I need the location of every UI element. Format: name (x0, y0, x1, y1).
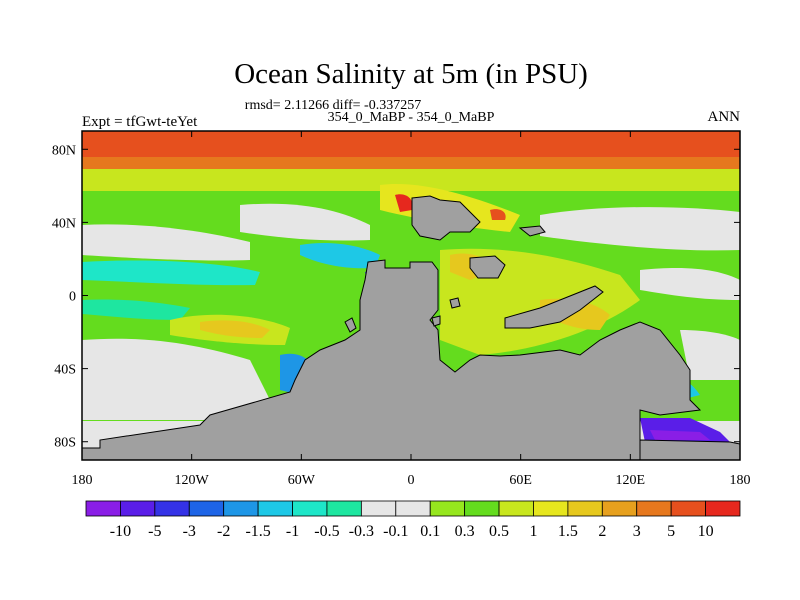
land-north-block (411, 195, 481, 241)
salinity-map (82, 131, 740, 460)
colorbar-label: 0.1 (420, 523, 440, 540)
subtitle-left: Expt = tfGwt-teYet (82, 114, 198, 130)
land-antarctic-east (639, 439, 740, 460)
zone-satl-white (680, 330, 740, 380)
x-tick-label: 60W (288, 473, 316, 488)
zone-cyan-1 (82, 260, 260, 286)
zone-red-north (395, 194, 413, 212)
colorbar-swatch (705, 500, 741, 517)
colorbar-label: 5 (667, 523, 675, 540)
zone-purple-south-4 (650, 430, 710, 440)
x-tick-label: 120W (175, 473, 210, 488)
x-tick-label: 180 (730, 473, 751, 488)
zone-spac-white (82, 338, 270, 420)
zone-red-north-2 (490, 209, 506, 220)
colorbar-label: -0.5 (314, 523, 339, 540)
colorbar-label: 0.5 (489, 523, 509, 540)
land-east-sliver (504, 285, 604, 329)
y-tick-label: 80S (54, 436, 76, 451)
land-pangea-west (82, 259, 702, 460)
zone-npac-white-2 (82, 224, 250, 261)
colorbar-label: -5 (148, 523, 161, 540)
colorbar-swatch (85, 500, 121, 517)
colorbar-label: 1 (529, 523, 537, 540)
colorbar-swatch (498, 500, 534, 517)
colorbar-label: -10 (110, 523, 131, 540)
colorbar-swatch (464, 500, 500, 517)
colorbar-label: 1.5 (558, 523, 578, 540)
colorbar-swatch (567, 500, 603, 517)
land-east-sliver-2 (518, 225, 546, 237)
y-tick-label: 40S (54, 363, 76, 378)
x-tick-label: 120E (616, 473, 646, 488)
stats-line: rmsd= 2.11266 diff= -0.337257 (245, 98, 421, 113)
chart-title: Ocean Salinity at 5m (in PSU) (234, 58, 588, 90)
colorbar-swatch (223, 500, 259, 517)
y-tick-label: 80N (52, 143, 76, 158)
zone-cyan-3 (82, 299, 190, 320)
land (82, 195, 740, 460)
land-west-islet-2 (431, 315, 441, 327)
land-east-sliver-3 (449, 297, 461, 309)
y-tick-label: 0 (69, 290, 76, 305)
colorbar-swatch (395, 500, 431, 517)
colorbar-swatch (188, 500, 225, 517)
colorbar-swatch (429, 500, 466, 517)
colorbar-label: 3 (633, 523, 641, 540)
colorbar-label: -0.1 (383, 523, 408, 540)
colorbar-swatch (533, 500, 569, 517)
y-tick-label: 40N (52, 216, 76, 231)
colorbar-label: -3 (183, 523, 196, 540)
subtitle-right: ANN (708, 109, 741, 125)
zone-natl-white (540, 207, 740, 251)
band-subpolar (82, 169, 740, 191)
colorbar: -10 -5 -3 -2 -1.5 -1 -0.5 -0.3 -0.1 0.1 0.3 0.5 1 1.5… (85, 500, 741, 540)
colorbar-swatch (154, 500, 190, 517)
colorbar-label: -0.3 (349, 523, 374, 540)
land-mid-block (469, 255, 506, 279)
colorbar-swatch (257, 500, 293, 517)
x-tick-label: 60E (509, 473, 532, 488)
colorbar-label: -2 (217, 523, 230, 540)
colorbar-label: -1.5 (245, 523, 270, 540)
colorbar-swatch (360, 500, 397, 517)
colorbar-swatch (601, 500, 638, 517)
band-arctic-2 (82, 157, 740, 169)
x-axis: 180 120W 60W 0 60E 120E 180 (72, 131, 751, 488)
x-tick-label: 0 (408, 473, 415, 488)
colorbar-swatch (636, 500, 672, 517)
colorbar-swatch (292, 500, 328, 517)
colorbar-label: 10 (698, 523, 714, 540)
zone-npac-white (240, 203, 370, 241)
y-axis: 80N 40N 0 40S 80S (52, 143, 740, 451)
colorbar-swatch (120, 500, 156, 517)
x-tick-label: 180 (72, 473, 93, 488)
subtitle-center: 354_0_MaBP - 354_0_MaBP (328, 110, 495, 125)
colorbar-label: 2 (598, 523, 606, 540)
colorbar-swatch (326, 500, 362, 517)
zone-e-white (640, 268, 740, 300)
zone-cyan-2 (300, 243, 380, 269)
land-west-islet (344, 317, 357, 333)
colorbar-label: -1 (286, 523, 299, 540)
colorbar-label: 0.3 (455, 523, 475, 540)
colorbar-swatch (670, 500, 706, 517)
zone-orange-npac (200, 320, 270, 338)
